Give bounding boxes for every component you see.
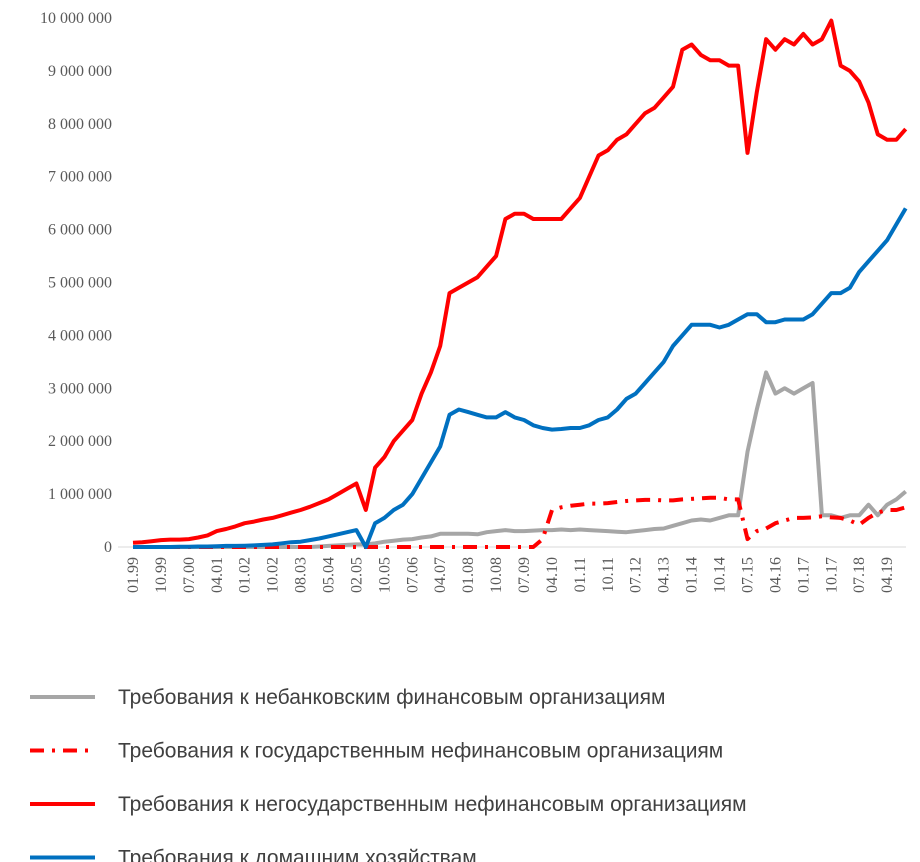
x-tick-label: 04.13	[656, 557, 673, 593]
legend-label: Требования к домашним хозяйствам	[118, 847, 477, 862]
x-tick-label: 07.00	[181, 557, 198, 593]
x-tick-label: 10.05	[376, 557, 393, 593]
series-line	[132, 18, 908, 545]
legend-label: Требования к небанковским финансовым орг…	[118, 686, 665, 709]
series-line	[133, 207, 908, 549]
x-tick-label: 07.18	[851, 557, 868, 593]
x-tick-label: 10.99	[153, 557, 170, 593]
x-tick-label: 10.14	[712, 557, 729, 593]
y-tick-label: 10 000 000	[40, 10, 112, 27]
series-line	[133, 370, 907, 549]
y-tick-label: 0	[104, 539, 112, 556]
y-tick-label: 4 000 000	[48, 327, 112, 344]
x-tick-label: 01.14	[684, 557, 701, 593]
x-tick-label: 08.03	[293, 557, 310, 593]
y-tick-label: 3 000 000	[48, 380, 112, 397]
legend-label: Требования к государственным нефинансовы…	[118, 740, 723, 763]
x-tick-label: 05.04	[321, 557, 338, 593]
y-tick-label: 8 000 000	[48, 116, 112, 133]
y-tick-label: 1 000 000	[48, 486, 112, 503]
x-tick-label: 01.08	[460, 557, 477, 593]
y-tick-label: 7 000 000	[48, 169, 112, 186]
x-tick-label: 10.08	[488, 557, 505, 593]
x-tick-label: 07.06	[404, 557, 421, 593]
x-tick-label: 04.10	[544, 557, 561, 593]
x-tick-label: 01.99	[125, 557, 142, 593]
y-tick-label: 6 000 000	[48, 222, 112, 239]
x-tick-label: 04.01	[209, 557, 226, 593]
x-tick-label: 04.07	[432, 557, 449, 593]
x-tick-label: 01.02	[237, 557, 254, 593]
x-tick-label: 07.12	[628, 557, 645, 593]
series-line	[133, 495, 907, 549]
x-tick-label: 01.17	[795, 557, 812, 593]
x-tick-label: 04.16	[767, 557, 784, 593]
x-tick-label: 07.15	[739, 557, 756, 593]
y-tick-label: 9 000 000	[48, 63, 112, 80]
x-tick-label: 01.11	[572, 557, 589, 592]
legend-label: Требования к негосударственным нефинансо…	[118, 793, 747, 816]
x-tick-label: 10.17	[823, 557, 840, 593]
x-tick-label: 10.02	[265, 557, 282, 593]
x-tick-label: 07.09	[516, 557, 533, 593]
y-tick-label: 2 000 000	[48, 433, 112, 450]
x-tick-label: 10.11	[600, 557, 617, 592]
x-tick-label: 04.19	[879, 557, 896, 593]
y-tick-label: 5 000 000	[48, 275, 112, 292]
x-tick-label: 02.05	[348, 557, 365, 593]
